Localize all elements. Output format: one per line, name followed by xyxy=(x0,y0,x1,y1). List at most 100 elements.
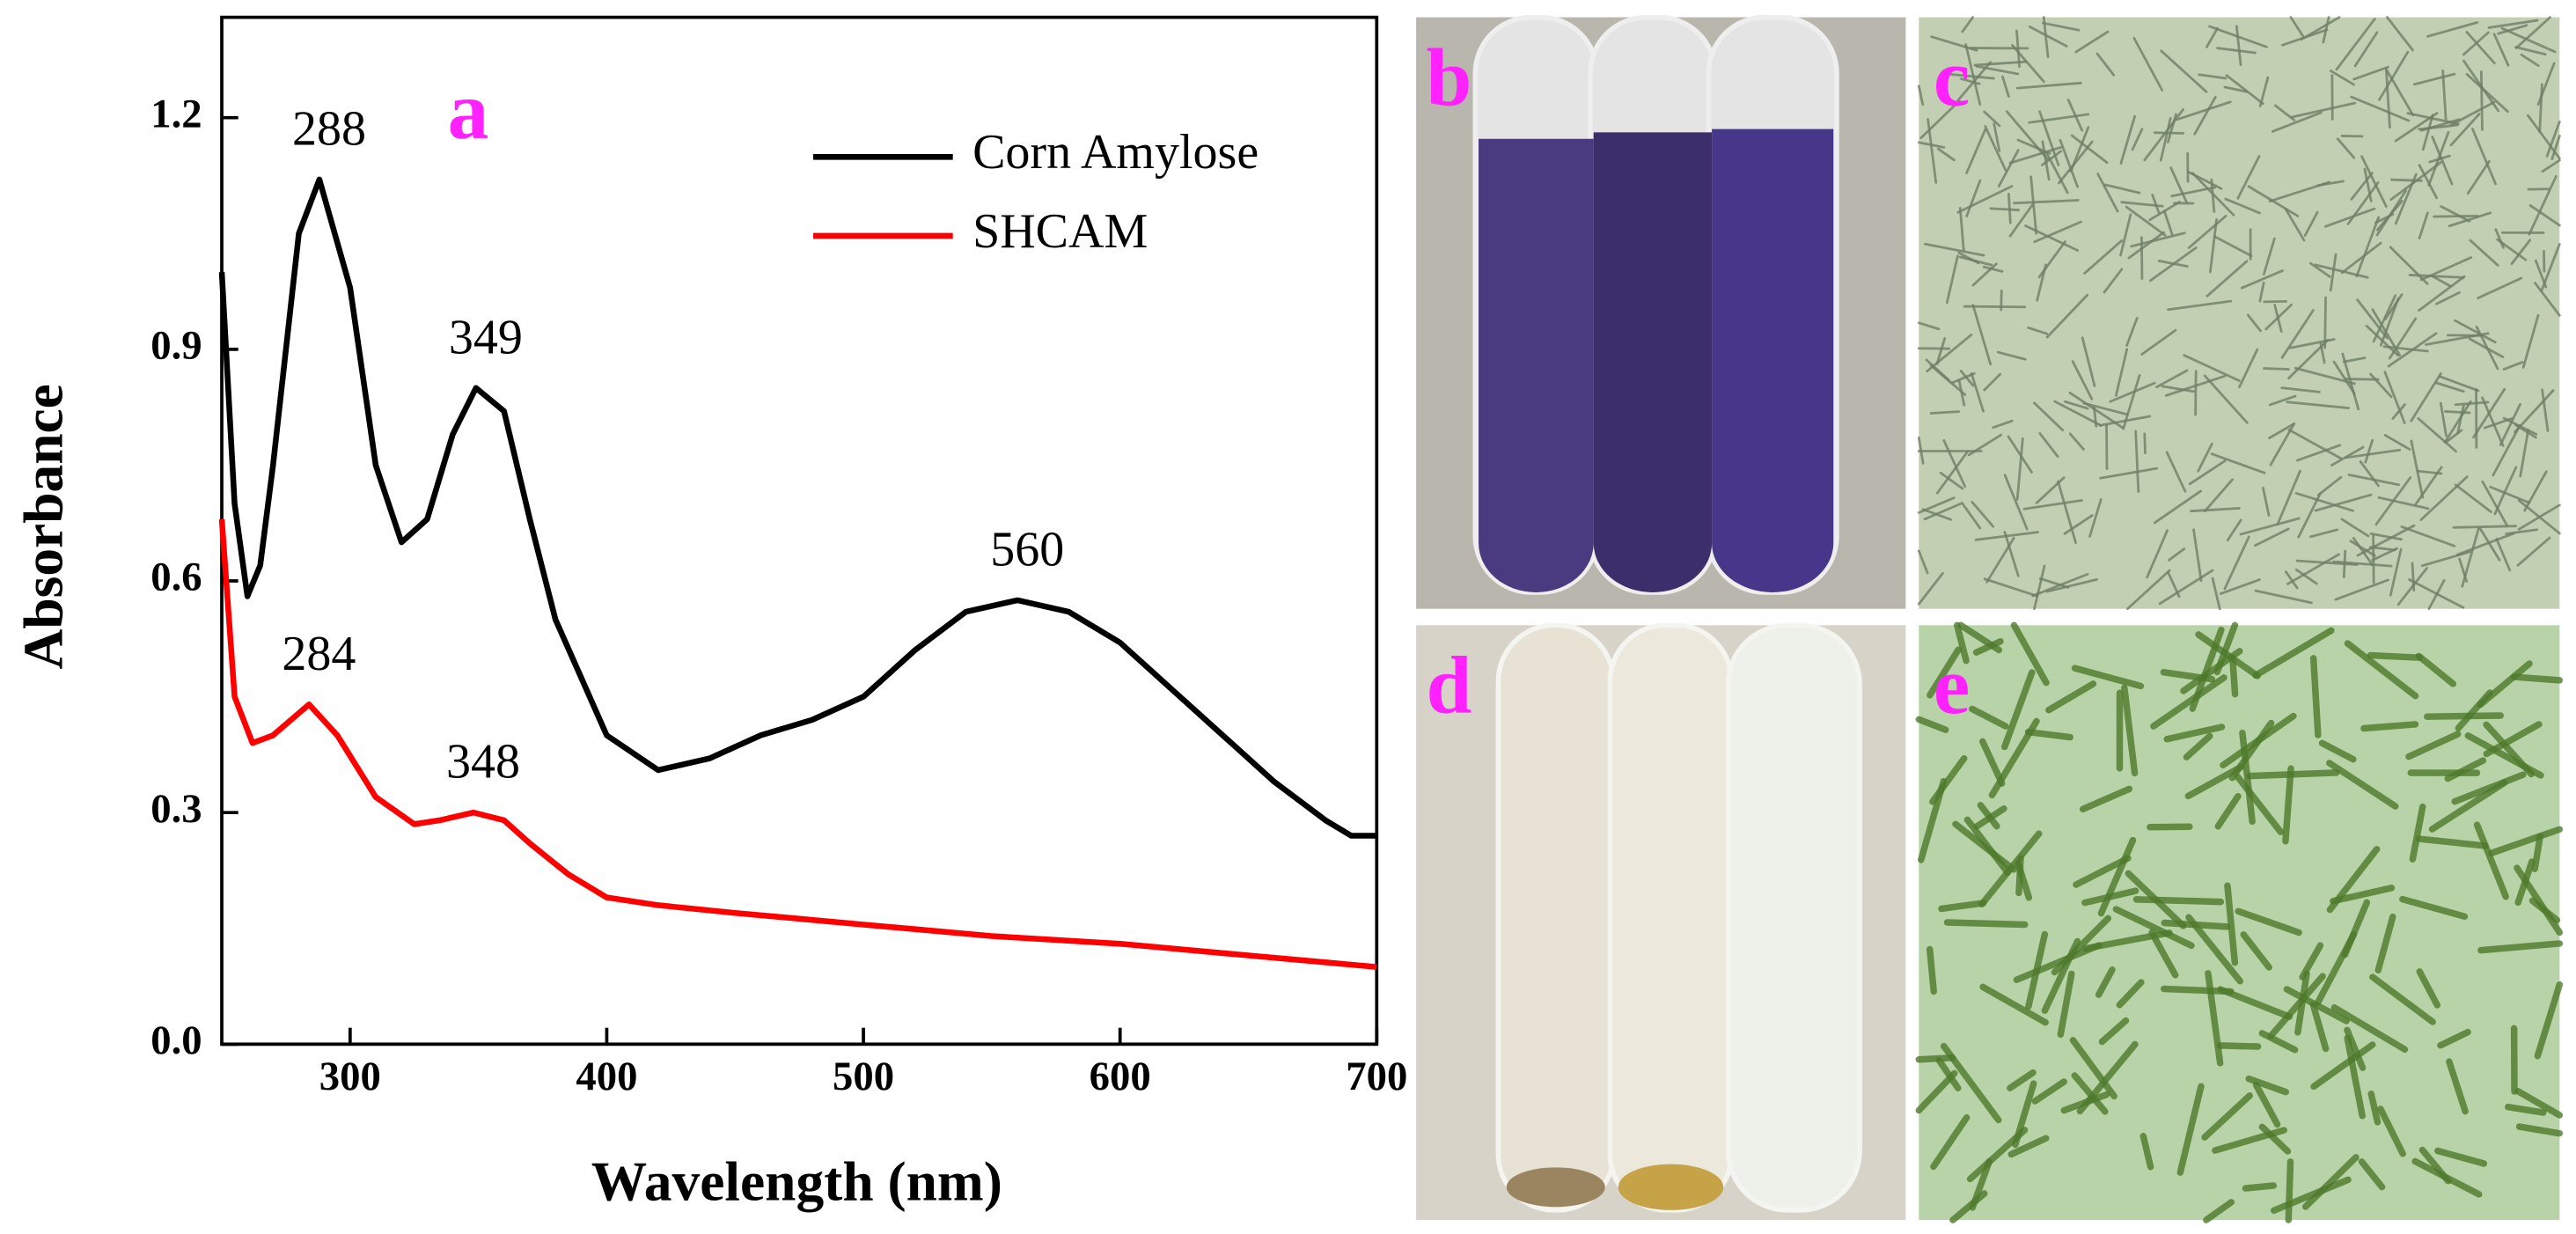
crystal xyxy=(2492,423,2521,477)
crystal xyxy=(2165,374,2227,397)
panel-label: d xyxy=(1426,641,1471,731)
crystal xyxy=(2421,114,2434,151)
crystal xyxy=(1935,1056,1962,1091)
crystal xyxy=(2517,499,2561,535)
crystal xyxy=(2223,535,2250,591)
crystal xyxy=(2550,135,2561,160)
x-axis-title: Wavelength (nm) xyxy=(591,1150,1002,1212)
crystal xyxy=(1954,621,1970,665)
crystal xyxy=(2329,253,2337,292)
crystal xyxy=(2125,205,2167,237)
crystal xyxy=(2070,134,2109,165)
crystal xyxy=(2330,885,2396,905)
crystal xyxy=(2059,138,2080,188)
crystal xyxy=(2033,564,2046,611)
crystal xyxy=(2208,217,2218,274)
crystal xyxy=(2007,435,2033,474)
crystal xyxy=(2369,532,2403,541)
crystal xyxy=(2224,197,2261,215)
crystal xyxy=(2308,261,2331,278)
crystal xyxy=(2410,439,2425,499)
crystal xyxy=(2158,569,2214,606)
crystal xyxy=(2045,152,2069,195)
crystal xyxy=(2001,669,2036,751)
crystal xyxy=(2520,53,2540,68)
crystal xyxy=(2418,123,2459,131)
crystal xyxy=(2224,882,2239,966)
crystal xyxy=(2314,263,2369,279)
panel-label: a xyxy=(448,66,489,157)
x-tick-label: 600 xyxy=(1090,1054,1151,1099)
crystal xyxy=(2427,130,2450,187)
crystal xyxy=(2270,1176,2352,1215)
crystal xyxy=(2418,1146,2452,1185)
crystal xyxy=(2008,203,2034,238)
crystal xyxy=(2228,654,2239,698)
crystal xyxy=(2356,298,2389,340)
crystal xyxy=(2386,16,2414,52)
sediment xyxy=(1506,1167,1605,1208)
crystal xyxy=(1973,804,2007,830)
photos xyxy=(1416,14,2564,1223)
crystal xyxy=(2103,183,2141,195)
crystal xyxy=(2383,371,2406,424)
crystal xyxy=(2433,215,2479,218)
crystal xyxy=(2074,30,2110,54)
crystal xyxy=(2268,180,2331,203)
crystal xyxy=(1971,304,1993,366)
crystal xyxy=(1917,571,1944,606)
crystal xyxy=(2038,577,2070,589)
crystal xyxy=(2096,173,2119,213)
crystal xyxy=(2134,430,2140,493)
crystal xyxy=(1969,705,2009,730)
crystal xyxy=(2155,369,2189,389)
crystal xyxy=(2505,528,2539,535)
crystal xyxy=(2058,140,2094,185)
crystal xyxy=(2012,1080,2037,1149)
crystal xyxy=(2130,231,2186,248)
crystal xyxy=(2240,931,2272,971)
crystal xyxy=(2203,1199,2235,1223)
crystal xyxy=(2484,417,2514,430)
crystal xyxy=(2360,155,2388,208)
crystal xyxy=(1974,531,2039,541)
crystal xyxy=(2438,375,2480,393)
crystal xyxy=(2153,489,2202,525)
crystal xyxy=(2405,731,2462,760)
crystal xyxy=(2031,1078,2067,1105)
crystal xyxy=(2514,46,2547,56)
crystal xyxy=(2003,474,2029,531)
crystal xyxy=(2441,69,2448,121)
crystal xyxy=(2254,589,2313,605)
crystal xyxy=(2446,1058,2469,1115)
crystal xyxy=(1919,99,1961,140)
crystal xyxy=(2293,366,2356,386)
crystal xyxy=(2161,385,2195,393)
crystal xyxy=(2143,108,2184,162)
crystal xyxy=(2041,937,2081,1014)
crystal xyxy=(2095,966,2116,998)
x-tick-label: 700 xyxy=(1346,1054,1407,1099)
crystal xyxy=(1973,60,2028,67)
crystal xyxy=(2127,231,2165,260)
crystal xyxy=(2120,201,2164,208)
crystal xyxy=(2015,81,2082,90)
crystal xyxy=(2468,337,2505,358)
crystal xyxy=(2377,1105,2406,1157)
crystal xyxy=(2419,475,2469,521)
crystal xyxy=(2203,374,2249,424)
crystal xyxy=(2342,356,2367,364)
crystal xyxy=(2344,448,2402,459)
crystal xyxy=(2449,113,2481,147)
crystal xyxy=(2389,246,2429,285)
crystal xyxy=(2290,101,2357,119)
legend-label: Corn Amylose xyxy=(972,125,1259,180)
crystal xyxy=(2322,16,2330,44)
crystal xyxy=(2510,239,2532,266)
y-tick-label: 0.6 xyxy=(150,555,202,600)
crystal xyxy=(2169,166,2188,204)
crystal xyxy=(2335,18,2376,71)
crystal xyxy=(2309,1002,2330,1053)
crystal xyxy=(1967,433,2002,457)
crystal xyxy=(1948,72,1995,80)
